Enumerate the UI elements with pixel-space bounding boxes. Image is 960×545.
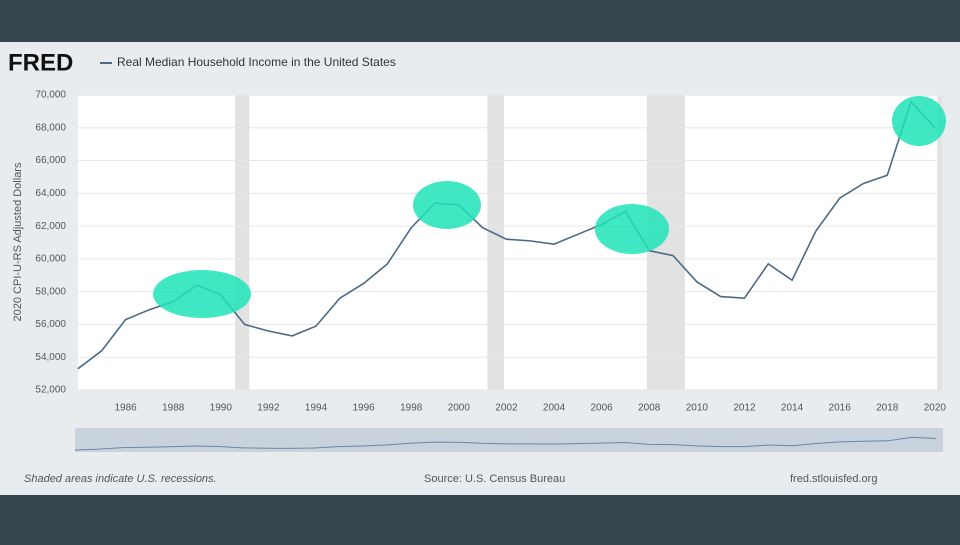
y-tick-label: 70,000 [35,90,66,101]
x-tick-label: 2014 [781,403,804,414]
highlight [595,204,669,254]
x-tick-label: 1994 [305,403,328,414]
marks: 52,000 54,000 56,000 58,000 60,000 62,000 64,0… [35,90,947,451]
x-tick-label: 1990 [210,403,233,414]
navigator-line [74,436,936,451]
highlight [413,181,481,229]
y-tick-label: 60,000 [35,254,66,265]
site: fred.stlouisfed.org [790,473,877,485]
highlights [153,96,946,318]
navigator [75,428,943,452]
x-tick-label: 2016 [829,403,852,414]
plot-area [78,95,942,390]
x-tick-label: 1988 [162,403,185,414]
y-tick-label: 62,000 [35,221,66,232]
x-tick-label: 2020 [924,403,947,414]
x-tick-label: 2008 [638,403,661,414]
x-tick-label: 1998 [400,403,423,414]
x-tick-label: 2006 [591,403,614,414]
x-tick-label: 2012 [733,403,756,414]
x-tick-label: 2010 [686,403,709,414]
y-axis-label: 2020 CPI-U-RS Adjusted Dollars [12,162,24,321]
recession-band [235,95,250,390]
recession-band [487,95,505,390]
recession-band [937,95,942,390]
recession-note: Shaded areas indicate U.S. recessions. [24,473,217,485]
brand: FRED [8,49,73,76]
y-tick-label: 64,000 [35,188,66,199]
y-tick-label: 58,000 [35,286,66,297]
highlight [892,96,946,146]
legend-label: Real Median Household Income in the Unit… [117,55,396,69]
source: Source: U.S. Census Bureau [424,473,565,485]
highlight [153,270,251,318]
x-tick-label: 1986 [114,403,137,414]
x-tick-label: 1992 [257,403,280,414]
y-tick-label: 68,000 [35,122,66,133]
x-tick-label: 2004 [543,403,566,414]
x-tick-label: 2018 [876,403,899,414]
x-tick-label: 2000 [448,403,471,414]
x-tick-label: 2002 [495,403,518,414]
y-tick-label: 66,000 [35,155,66,166]
y-tick-label: 54,000 [35,352,66,363]
y-tick-label: 52,000 [35,385,66,396]
y-tick-label: 56,000 [35,319,66,330]
x-tick-label: 1996 [352,403,375,414]
